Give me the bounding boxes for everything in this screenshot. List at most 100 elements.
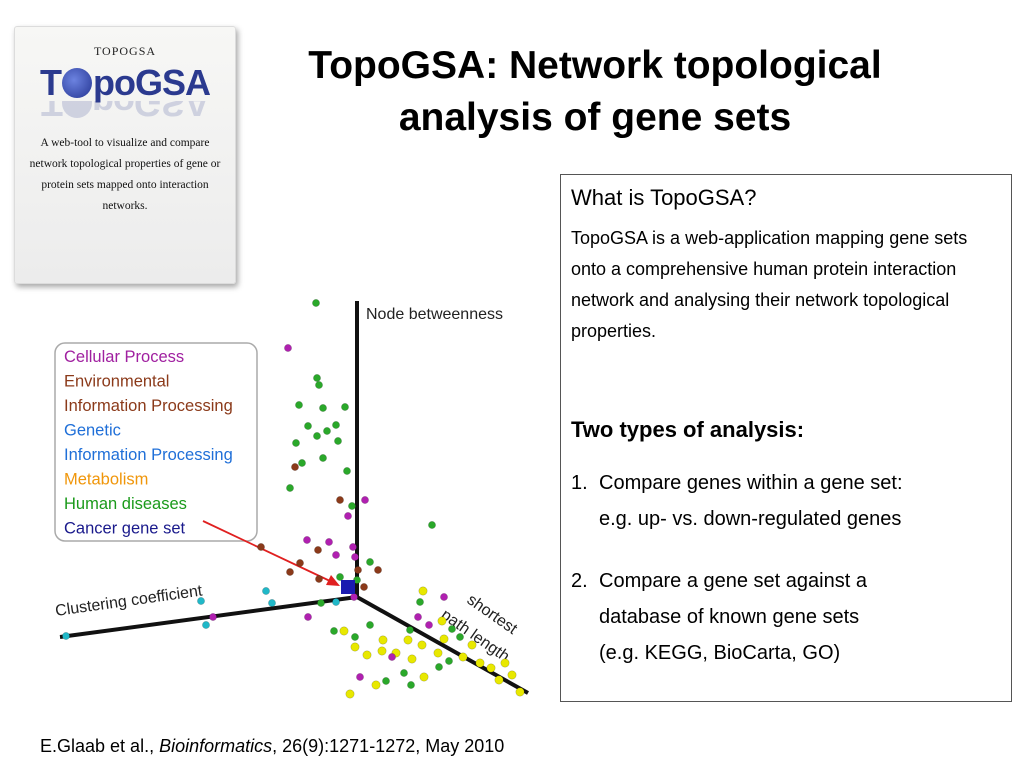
scatter-point <box>312 299 320 307</box>
legend-entry: Information Processing <box>64 397 233 415</box>
scatter-point <box>377 646 387 656</box>
analysis-list: 1. Compare genes within a gene set: e.g.… <box>571 465 1001 671</box>
scatter-point <box>317 599 325 607</box>
list-item-number: 2. <box>571 570 588 592</box>
scatter-point <box>418 586 428 596</box>
logo-wordmark-right: poGSA <box>93 62 211 103</box>
network-topology-plot: Node betweenness Clustering coefficient … <box>54 299 529 699</box>
scatter-point <box>361 496 369 504</box>
logo-description: A web-tool to visualize and compare netw… <box>29 137 221 212</box>
scatter-point <box>202 621 210 629</box>
scatter-point <box>313 432 321 440</box>
scatter-point <box>296 559 304 567</box>
scatter-point <box>406 626 414 634</box>
scatter-point <box>475 658 485 668</box>
scatter-point <box>209 613 217 621</box>
scatter-point <box>382 677 390 685</box>
legend-entry: Metabolism <box>64 471 148 489</box>
list-item-text: Compare a gene set against a database of… <box>599 570 867 664</box>
scatter-point <box>500 658 510 668</box>
scatter-point <box>257 543 265 551</box>
scatter-point <box>458 652 468 662</box>
scatter-point <box>407 654 417 664</box>
citation-journal: Bioinformatics <box>159 736 273 756</box>
scatter-point <box>315 575 323 583</box>
axis-label-clustering: Clustering coefficient <box>54 582 204 620</box>
scatter-point <box>456 633 464 641</box>
scatter-point <box>334 437 342 445</box>
scatter-point <box>428 521 436 529</box>
scatter-point <box>348 502 356 510</box>
slide-title: TopoGSA: Network topological analysis of… <box>308 44 882 139</box>
scatter-point <box>332 598 340 606</box>
scatter-point <box>416 598 424 606</box>
scatter-points <box>62 299 525 699</box>
list-item: 1. Compare genes within a gene set: e.g.… <box>571 465 1001 537</box>
scatter-point <box>467 640 477 650</box>
scatter-point <box>343 467 351 475</box>
scatter-point <box>345 689 355 699</box>
scatter-point <box>388 653 396 661</box>
info-box: What is TopoGSA? TopoGSA is a web-applic… <box>560 174 1012 702</box>
scatter-point <box>354 566 362 574</box>
scatter-point <box>298 459 306 467</box>
scatter-point <box>314 546 322 554</box>
scatter-point <box>366 621 374 629</box>
arrow-head <box>326 575 340 586</box>
citation-details: , 26(9):1271-1272, May 2010 <box>272 736 505 756</box>
legend-entry: Cellular Process <box>64 348 184 366</box>
scatter-point <box>440 593 448 601</box>
scatter-point <box>403 635 413 645</box>
scatter-point <box>336 496 344 504</box>
logo-small-title: TOPOGSA <box>93 44 157 58</box>
scatter-point <box>336 573 344 581</box>
info-heading: What is TopoGSA? <box>571 185 757 210</box>
legend: Cellular Process Environmental Information… <box>64 348 233 538</box>
info-body: TopoGSA is a web-application mapping gen… <box>571 228 968 341</box>
list-item-text: Compare genes within a gene set: e.g. up… <box>599 472 903 530</box>
scatter-point <box>371 680 381 690</box>
scatter-point <box>351 633 359 641</box>
scatter-point <box>425 621 433 629</box>
scatter-point <box>414 613 422 621</box>
legend-entry: Human diseases <box>64 495 187 513</box>
scatter-point <box>350 593 358 601</box>
scatter-point <box>313 374 321 382</box>
scatter-point <box>407 681 415 689</box>
scatter-point <box>362 650 372 660</box>
scatter-point <box>197 597 205 605</box>
scatter-point <box>494 675 504 685</box>
citation-authors: E.Glaab et al., <box>40 736 160 756</box>
list-item-number: 1. <box>571 472 588 494</box>
scatter-point <box>448 625 456 633</box>
legend-entry: Genetic <box>64 422 121 440</box>
scatter-point <box>304 613 312 621</box>
scatter-point <box>419 672 429 682</box>
pointer-arrow <box>202 520 331 582</box>
scatter-point <box>486 663 496 673</box>
scatter-point <box>515 687 525 697</box>
scatter-point <box>435 663 443 671</box>
scatter-point <box>351 553 359 561</box>
scatter-point <box>291 463 299 471</box>
legend-entry: Environmental <box>64 373 169 391</box>
scatter-point <box>350 642 360 652</box>
scatter-point <box>295 401 303 409</box>
scatter-point <box>433 648 443 658</box>
scatter-point <box>349 543 357 551</box>
scatter-point <box>378 635 388 645</box>
scatter-point <box>332 421 340 429</box>
scatter-point <box>62 632 70 640</box>
analysis-types-heading: Two types of analysis: <box>571 417 805 442</box>
scatter-point <box>356 673 364 681</box>
scatter-point <box>286 568 294 576</box>
legend-entry: Cancer gene set <box>64 520 185 538</box>
scatter-point <box>366 558 374 566</box>
globe-icon <box>62 68 92 98</box>
legend-entry: Information Processing <box>64 446 233 464</box>
logo-wordmark-left: T <box>40 62 62 103</box>
scatter-point <box>344 512 352 520</box>
scatter-point <box>292 439 300 447</box>
axis-label-node-betweenness: Node betweenness <box>366 306 503 323</box>
